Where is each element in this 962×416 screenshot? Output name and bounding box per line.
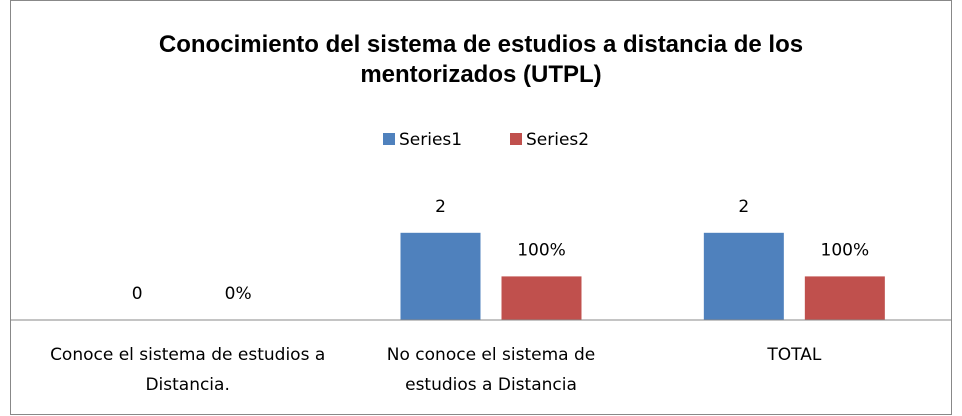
data-label: 2 — [738, 197, 749, 217]
x-tick-label: TOTAL — [767, 345, 822, 365]
legend-swatch — [510, 133, 522, 145]
legend-label: Series2 — [526, 130, 589, 150]
data-label: 2 — [435, 197, 446, 217]
data-label: 100% — [821, 240, 870, 260]
legend-swatch — [383, 133, 395, 145]
bar — [501, 276, 582, 320]
bar — [703, 232, 784, 320]
x-tick-label: Conoce el sistema de estudios a Distanci… — [50, 345, 326, 395]
data-label: 0% — [225, 284, 252, 304]
bar — [400, 232, 481, 320]
chart-frame — [10, 0, 952, 415]
data-label: 0 — [132, 284, 143, 304]
bar — [804, 276, 885, 320]
x-tick-label: No conoce el sistema de estudios a Dista… — [386, 345, 596, 395]
legend-label: Series1 — [399, 130, 462, 150]
data-label: 100% — [517, 240, 566, 260]
chart-title: Conocimiento del sistema de estudios a d… — [158, 31, 804, 88]
